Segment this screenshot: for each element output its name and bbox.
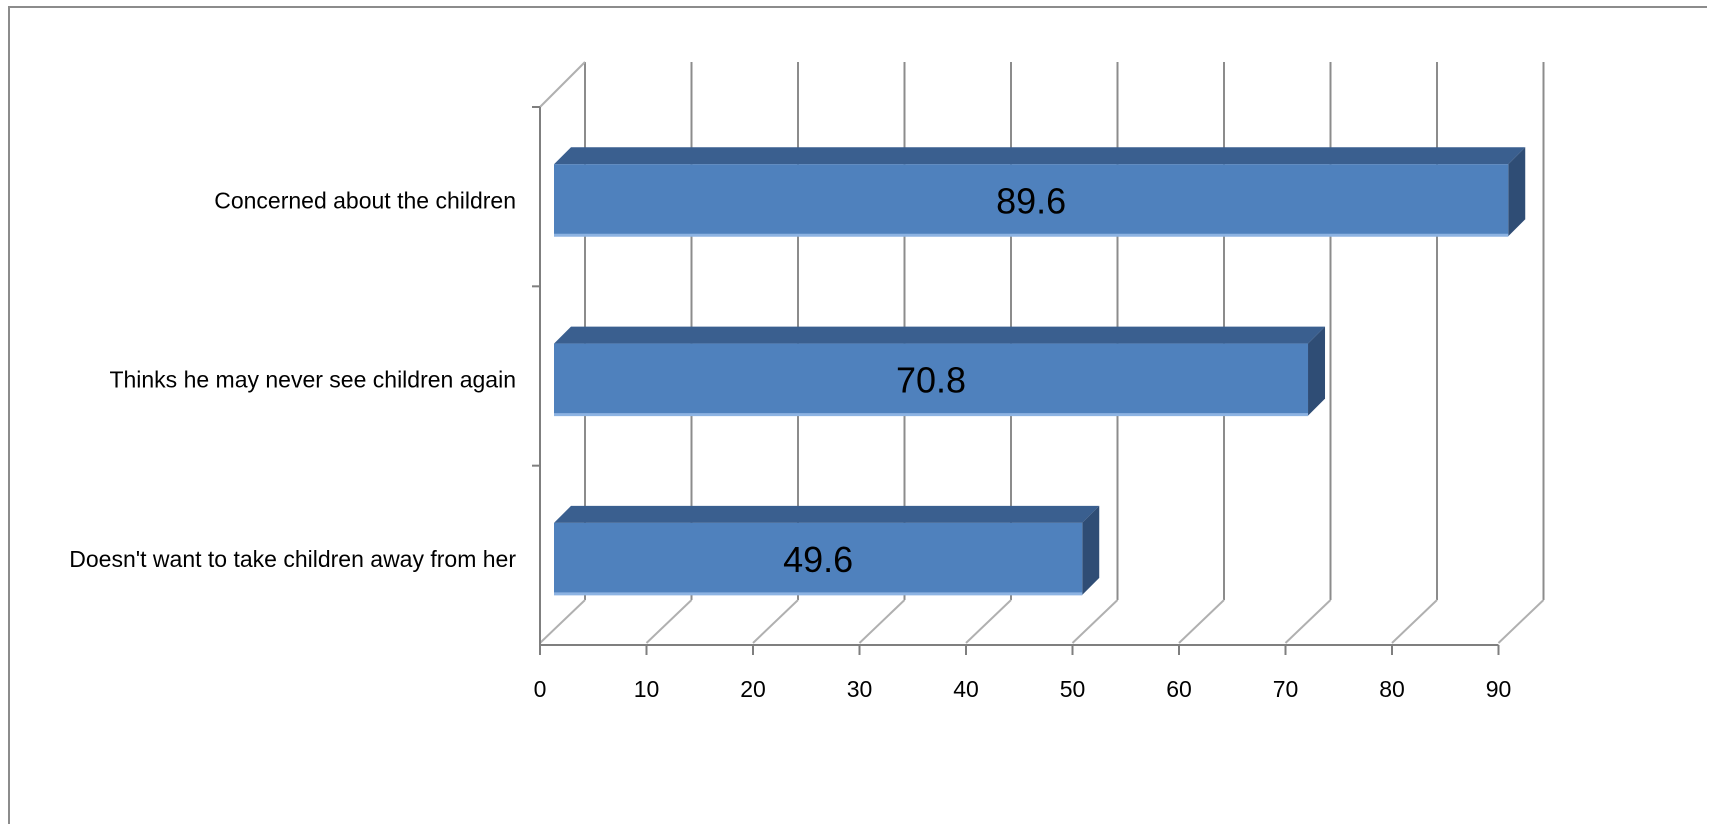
x-tick-label-70: 70 bbox=[1273, 676, 1299, 702]
floor-line-80 bbox=[1391, 599, 1438, 644]
floor-line-10 bbox=[645, 599, 693, 644]
floor-line-30 bbox=[858, 599, 906, 644]
data-label-1: 89.6 bbox=[996, 180, 1066, 221]
x-tick-label-60: 60 bbox=[1166, 676, 1192, 702]
bar-side-face bbox=[1508, 147, 1526, 237]
floor-line-90 bbox=[1497, 599, 1545, 644]
bar-2 bbox=[554, 326, 1326, 417]
bar-front-face bbox=[554, 164, 1509, 237]
data-label-3: 49.6 bbox=[783, 539, 853, 580]
bar-front-face bbox=[554, 522, 1083, 595]
x-tick-labels: 0 10 20 30 40 50 60 70 80 90 bbox=[534, 676, 1512, 702]
floor-line-50 bbox=[1071, 599, 1119, 644]
category-label-2: Thinks he may never see children again bbox=[109, 367, 516, 393]
floor-line-40 bbox=[965, 599, 1012, 644]
data-label-2: 70.8 bbox=[896, 360, 966, 401]
bar-1 bbox=[554, 147, 1526, 237]
x-tick-label-90: 90 bbox=[1486, 676, 1512, 702]
bar-side-face bbox=[1082, 505, 1100, 595]
bar-top-face bbox=[554, 505, 1100, 523]
x-tick-label-40: 40 bbox=[953, 676, 979, 702]
x-tick-label-0: 0 bbox=[534, 676, 547, 702]
floor-line-60 bbox=[1178, 599, 1225, 644]
bar-front-face bbox=[554, 343, 1309, 416]
floor-line-70 bbox=[1284, 599, 1332, 644]
x-tick-label-30: 30 bbox=[847, 676, 873, 702]
bar-top-face bbox=[554, 147, 1526, 165]
bar-3 bbox=[554, 505, 1100, 596]
category-labels: Concerned about the children Thinks he ma… bbox=[69, 187, 516, 572]
bar-side-face bbox=[1308, 326, 1326, 416]
floor-line-20 bbox=[752, 599, 799, 644]
floor-line-0 bbox=[539, 599, 586, 644]
bars bbox=[554, 147, 1526, 596]
category-label-1: Concerned about the children bbox=[214, 187, 516, 213]
x-tick-label-80: 80 bbox=[1379, 676, 1405, 702]
x-tick-label-20: 20 bbox=[740, 676, 766, 702]
x-tick-label-10: 10 bbox=[634, 676, 660, 702]
data-labels: 89.6 70.8 49.6 bbox=[783, 180, 1066, 580]
side-wall-top-edge bbox=[539, 61, 586, 108]
axes bbox=[532, 106, 1500, 655]
category-label-3: Doesn't want to take children away from … bbox=[69, 546, 516, 572]
bar-top-face bbox=[554, 326, 1326, 344]
x-tick-label-50: 50 bbox=[1060, 676, 1086, 702]
